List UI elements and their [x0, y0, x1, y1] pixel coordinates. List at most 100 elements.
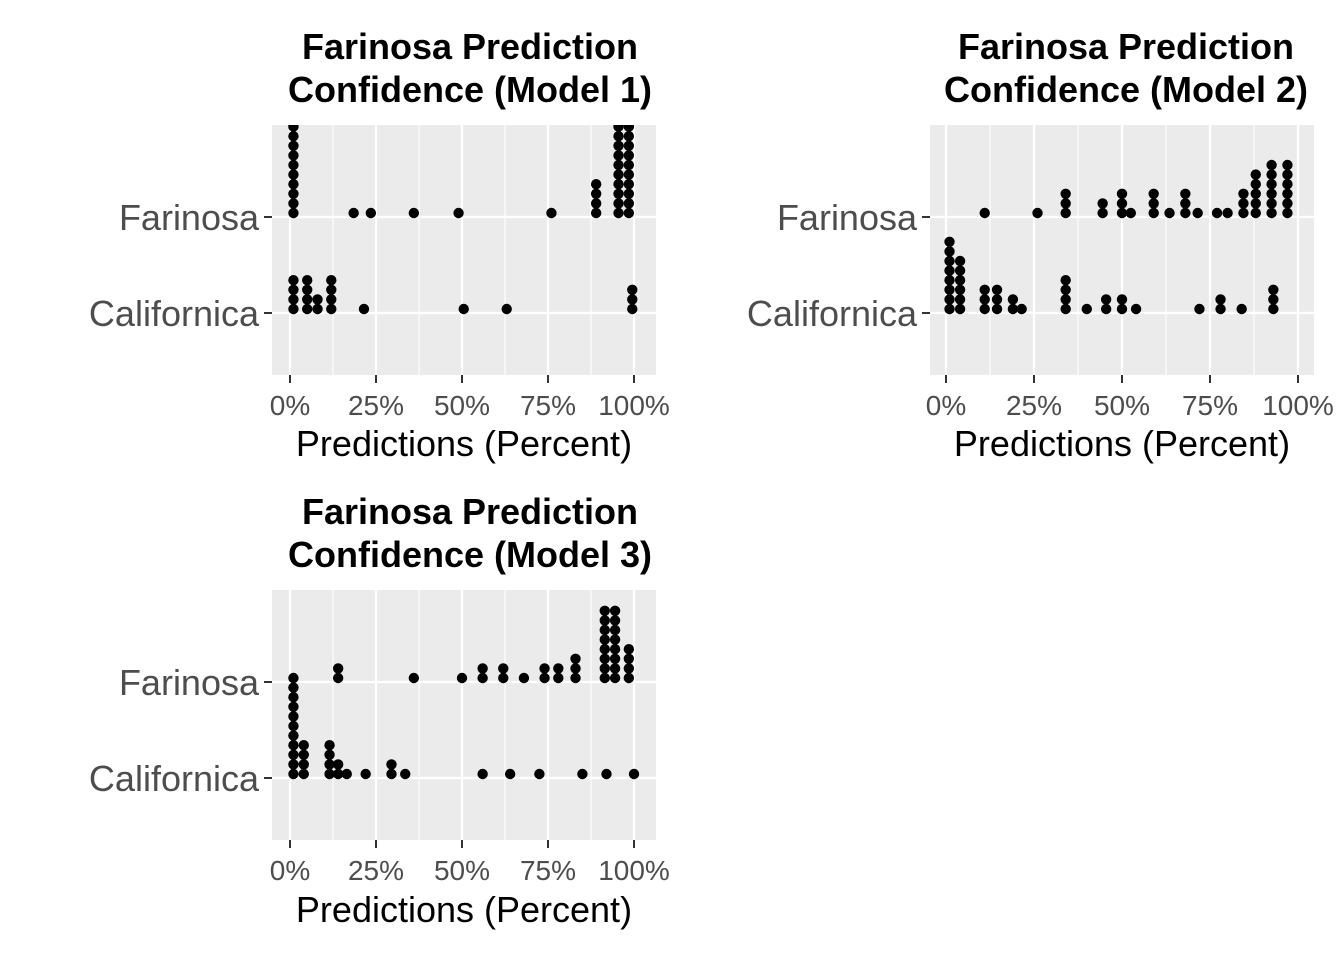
dot-point — [288, 682, 299, 693]
dot-point — [1060, 188, 1071, 199]
dot-point — [1194, 303, 1205, 315]
dot-point — [590, 198, 602, 209]
dots — [944, 159, 1293, 315]
dot-point — [979, 294, 990, 305]
dot-point — [1250, 179, 1261, 190]
dot-point — [623, 672, 635, 684]
chart-title-line: Confidence (Model 1) — [288, 69, 652, 110]
dot-point — [954, 255, 966, 267]
dot-point — [298, 749, 309, 760]
dot-point — [298, 740, 309, 751]
dot-point — [288, 131, 299, 142]
dot-point — [288, 188, 299, 199]
subplot-model-1: Californica Farinosa 0% 25% 50% 75% 100%Predic… — [89, 26, 670, 464]
dot-point — [609, 624, 621, 636]
dot-point — [613, 188, 624, 199]
y-tick-label: Farinosa — [777, 197, 918, 238]
dot-point — [609, 672, 621, 684]
dot-point — [1116, 198, 1128, 209]
chart-title-line: Farinosa Prediction — [958, 26, 1294, 67]
chart-title-line: Confidence (Model 3) — [288, 534, 652, 575]
dot-point — [288, 207, 299, 219]
dot-point — [613, 198, 624, 209]
dot-point — [1097, 207, 1108, 219]
dot-point — [590, 207, 602, 219]
dot-point — [326, 275, 337, 286]
dot-point — [979, 207, 990, 219]
dot-point — [553, 663, 564, 674]
dot-point — [954, 275, 966, 286]
dot-point — [1238, 198, 1249, 209]
dot-point — [623, 140, 635, 151]
dot-point — [332, 663, 344, 674]
dot-point — [365, 207, 377, 219]
chart-title-line: Farinosa Prediction — [302, 26, 638, 67]
dot-point — [504, 768, 516, 780]
dot-point — [288, 169, 299, 180]
dot-point — [288, 179, 299, 190]
dot-point — [623, 169, 635, 180]
dot-point — [456, 672, 468, 684]
dot-point — [1238, 188, 1249, 199]
dot-point — [288, 294, 299, 305]
dot-point — [613, 150, 624, 161]
dot-point — [954, 303, 966, 315]
dot-point — [599, 605, 610, 616]
dot-point — [1016, 303, 1027, 315]
dot-point — [601, 768, 612, 780]
dot-point — [991, 303, 1003, 315]
dot-point — [1180, 188, 1191, 199]
dot-point — [534, 768, 545, 780]
dot-point — [1222, 207, 1233, 219]
dot-point — [1282, 188, 1293, 199]
dot-point — [944, 284, 955, 295]
dot-point — [1250, 169, 1261, 180]
dot-point — [613, 207, 624, 219]
panel-background — [272, 590, 656, 840]
dot-point — [539, 672, 550, 684]
dot-point — [288, 198, 299, 209]
dot-point — [944, 294, 955, 305]
dot-point — [498, 663, 509, 674]
dot-point — [288, 701, 299, 712]
x-tick-label: 0% — [270, 390, 310, 421]
dot-point — [332, 759, 344, 770]
dot-point — [954, 265, 966, 276]
dot-point — [386, 768, 397, 780]
dot-point — [623, 663, 635, 674]
y-tick-label: Californica — [89, 293, 260, 334]
dot-point — [1282, 169, 1293, 180]
dot-point — [613, 159, 624, 171]
dot-point — [623, 150, 635, 161]
dot-point — [1060, 303, 1071, 315]
dot-point — [979, 284, 990, 295]
dot-point — [324, 768, 335, 780]
dot-point — [288, 692, 299, 703]
dot-point — [288, 740, 299, 751]
dot-point — [1282, 207, 1293, 219]
dot-point — [312, 294, 323, 305]
dot-point — [1282, 179, 1293, 190]
dot-point — [590, 179, 602, 190]
dot-point — [613, 112, 623, 122]
dot-point — [1100, 294, 1112, 305]
dot-point — [288, 284, 299, 295]
dot-point — [1192, 207, 1203, 219]
dot-point — [628, 768, 640, 780]
dot-point — [599, 663, 610, 674]
dot-point — [1007, 294, 1019, 305]
dot-point — [298, 759, 309, 770]
dot-point — [1164, 207, 1175, 219]
dot-point — [599, 653, 610, 664]
x-tick-label: 75% — [520, 855, 576, 886]
dot-point — [623, 188, 635, 199]
x-tick-label: 50% — [434, 390, 490, 421]
dot-point — [477, 672, 488, 684]
dot-point — [288, 672, 299, 684]
dot-point — [944, 236, 955, 247]
dot-point — [1250, 207, 1261, 219]
dot-point — [324, 740, 335, 751]
dot-point — [1268, 284, 1279, 295]
x-axis-label: Predictions (Percent) — [296, 423, 632, 464]
chart-title-line: Farinosa Prediction — [302, 491, 638, 532]
